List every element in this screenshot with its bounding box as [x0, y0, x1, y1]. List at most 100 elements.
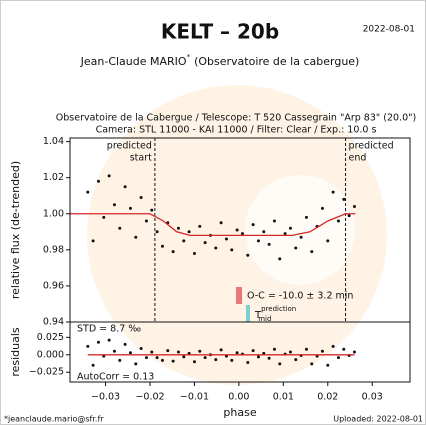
data-point — [257, 239, 260, 242]
data-point — [118, 359, 121, 362]
data-point — [310, 362, 313, 365]
data-point — [177, 227, 180, 230]
data-point — [113, 350, 116, 353]
legend-sup: prediction — [261, 305, 296, 313]
data-point — [348, 214, 351, 217]
data-point — [337, 219, 340, 222]
data-point — [246, 254, 249, 257]
marker-label: end — [349, 153, 367, 164]
data-point — [225, 238, 228, 241]
data-point — [252, 223, 255, 226]
data-point — [150, 209, 153, 212]
autocorr-text: AutoCorr = 0.13 — [77, 372, 154, 383]
data-point — [198, 350, 201, 353]
data-point — [305, 348, 308, 351]
y-tick-label: 1.02 — [43, 172, 64, 183]
data-point — [172, 360, 175, 363]
data-point — [294, 358, 297, 361]
data-point — [145, 219, 148, 222]
data-point — [273, 348, 276, 351]
watermark — [245, 175, 355, 285]
data-point — [193, 360, 196, 363]
data-point — [97, 180, 100, 183]
y-tick-label: 0.025 — [37, 332, 64, 343]
legend-swatch — [236, 287, 242, 304]
data-point — [97, 341, 100, 344]
data-point — [342, 348, 345, 351]
footer-uploaded: Uploaded: 2022-08-01 — [333, 415, 423, 424]
data-point — [129, 351, 132, 354]
y-tick-label: 0.94 — [43, 317, 64, 328]
data-point — [289, 351, 292, 354]
data-point — [92, 239, 95, 242]
data-point — [188, 230, 191, 233]
data-point — [140, 347, 143, 350]
y-tick-label: 0.98 — [43, 244, 64, 255]
data-point — [108, 174, 111, 177]
data-point — [166, 349, 169, 352]
data-point — [129, 207, 132, 210]
author-mark: * — [187, 53, 191, 61]
data-point — [220, 221, 223, 224]
data-point — [214, 358, 217, 361]
author: Jean-Claude MARIO — [80, 55, 187, 68]
footer-email: *jeanclaude.mario@sfr.fr — [4, 415, 104, 424]
data-point — [332, 345, 335, 348]
data-point — [102, 216, 105, 219]
data-point — [204, 241, 207, 244]
header-line: Camera: STL 11000 - KAI 11000 / Filter: … — [96, 125, 377, 136]
x-tick-label: 0.00 — [228, 392, 249, 403]
data-point — [86, 345, 89, 348]
data-point — [310, 250, 313, 253]
data-point — [257, 355, 260, 358]
data-point — [220, 348, 223, 351]
data-point — [284, 232, 287, 235]
x-tick-label: −0.02 — [135, 392, 164, 403]
data-point — [326, 364, 329, 367]
data-point — [182, 239, 185, 242]
data-point — [278, 362, 281, 365]
data-point — [321, 350, 324, 353]
y-tick-label: 0.96 — [43, 280, 64, 291]
x-tick-label: 0.03 — [362, 392, 383, 403]
data-point — [262, 230, 265, 233]
data-point — [241, 232, 244, 235]
x-tick-label: 0.02 — [317, 392, 338, 403]
std-text: STD = 8.7 ‰ — [77, 324, 141, 335]
y-tick-label: −0.025 — [29, 367, 64, 378]
data-point — [161, 359, 164, 362]
subtitle: Jean-Claude MARIO*(Observatoire de la ca… — [80, 53, 360, 68]
data-point — [342, 198, 345, 201]
x-axis-label: phase — [223, 406, 256, 419]
data-point — [204, 356, 207, 359]
date: 2022-08-01 — [363, 25, 415, 35]
data-point — [268, 243, 271, 246]
marker-label: predicted — [107, 141, 152, 152]
data-point — [177, 351, 180, 354]
data-point — [150, 351, 153, 354]
data-point — [140, 196, 143, 199]
y-axis-label: residuals — [9, 327, 22, 377]
data-point — [156, 230, 159, 233]
data-point — [246, 361, 249, 364]
data-point — [353, 351, 356, 354]
data-point — [236, 351, 239, 354]
data-point — [214, 247, 217, 250]
data-point — [294, 247, 297, 250]
data-point — [134, 236, 137, 239]
data-point — [156, 356, 159, 359]
data-point — [193, 252, 196, 255]
data-point — [268, 357, 271, 360]
data-point — [172, 250, 175, 253]
marker-label: predicted — [349, 141, 394, 152]
data-point — [118, 227, 121, 230]
data-point — [353, 205, 356, 208]
data-point — [300, 236, 303, 239]
data-point — [321, 207, 324, 210]
data-point — [289, 227, 292, 230]
legend-label: O-C = -10.0 ± 3.2 min — [247, 291, 353, 302]
data-point — [161, 245, 164, 248]
data-point — [182, 355, 185, 358]
y-tick-label: 1.00 — [43, 208, 64, 219]
data-point — [86, 191, 89, 194]
